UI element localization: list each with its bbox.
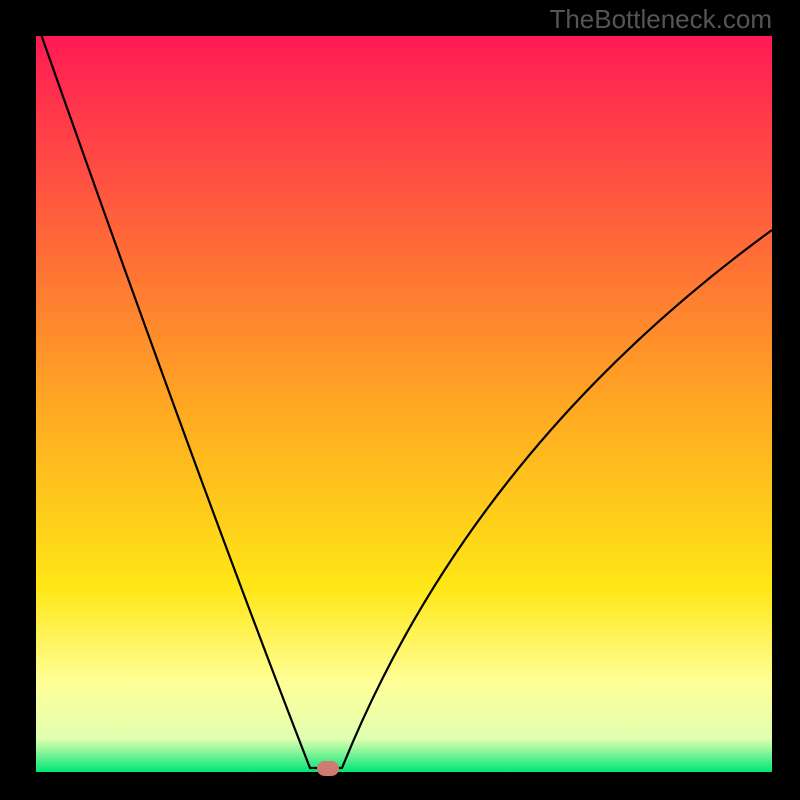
chart-frame: TheBottleneck.com (0, 0, 800, 800)
curve-path (36, 20, 772, 768)
optimal-point-marker (317, 761, 339, 776)
bottleneck-curve (0, 0, 800, 800)
watermark-text: TheBottleneck.com (549, 4, 772, 35)
